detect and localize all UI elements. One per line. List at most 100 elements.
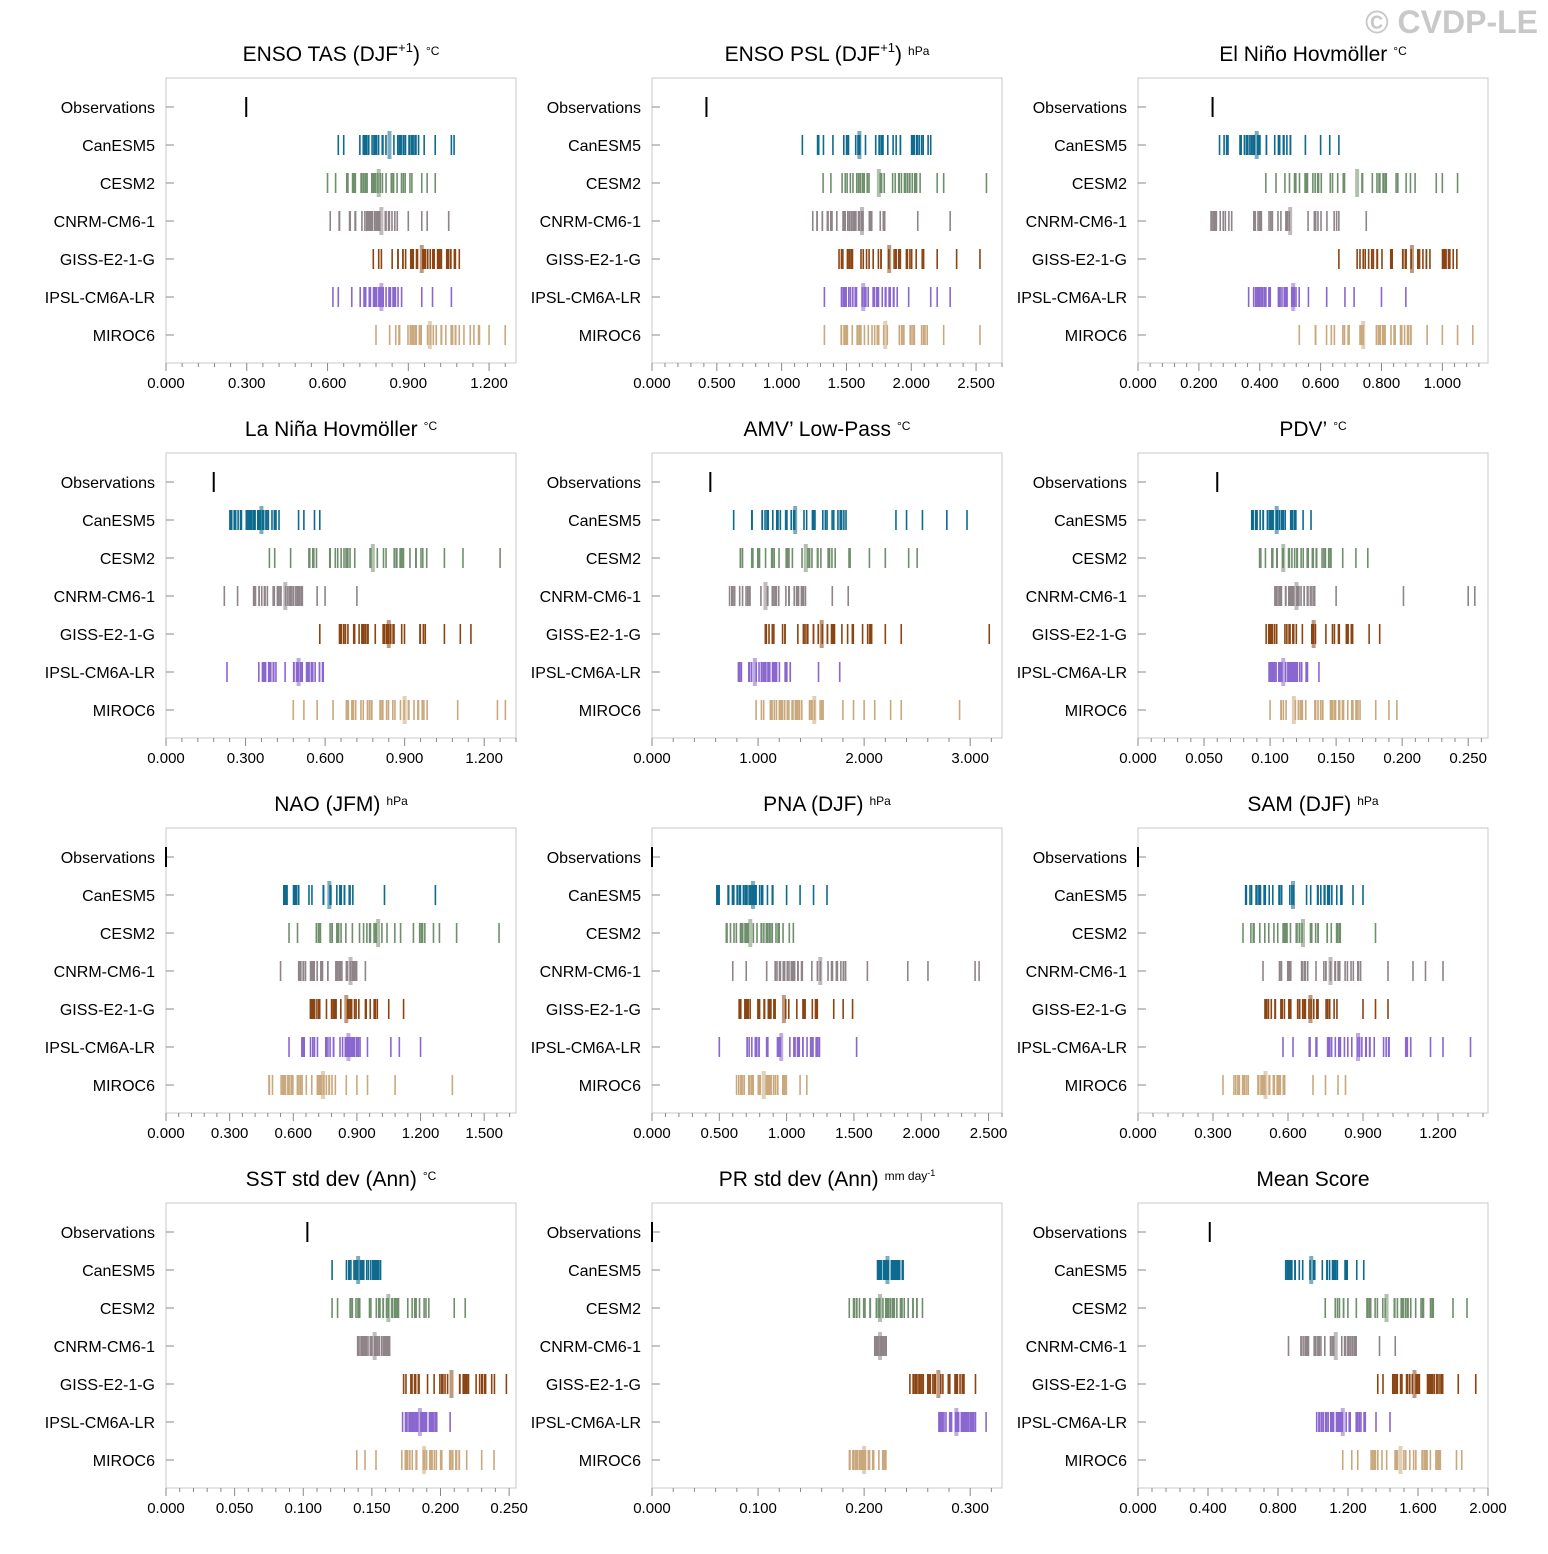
series-CanESM5 <box>801 131 932 159</box>
panel-3: La Niña Hovmöller °C 0.000 0.300 0.600 0.900 1… <box>45 418 517 767</box>
series-GISS-E2-1-G <box>309 995 405 1023</box>
panel-units: °C <box>424 419 438 433</box>
model-label: CanESM5 <box>568 1263 641 1280</box>
panel-title: AMV’ Low-Pass °C <box>744 418 911 441</box>
model-label: CESM2 <box>1072 926 1127 943</box>
panel-title: ENSO TAS (DJF+1) °C <box>243 40 440 66</box>
x-tick-label: 0.600 <box>1302 375 1340 392</box>
x-tick-label: 2.000 <box>892 375 930 392</box>
model-label: CESM2 <box>586 1301 641 1318</box>
model-label: IPSL-CM6A-LR <box>531 290 641 307</box>
x-tick-label: 0.000 <box>633 1500 671 1517</box>
model-label: MIROC6 <box>1065 328 1127 345</box>
panel-units: °C <box>426 44 440 58</box>
model-label: MIROC6 <box>579 328 641 345</box>
panel-title-text: NAO (JFM) <box>274 793 380 816</box>
x-tick-label: 0.100 <box>1251 750 1289 767</box>
series-CanESM5 <box>337 131 455 159</box>
model-label: MIROC6 <box>579 1078 641 1095</box>
x-tick-label: 0.900 <box>1344 1125 1382 1142</box>
model-label: GISS-E2-1-G <box>546 252 641 269</box>
panel-title-close: ) <box>413 43 420 66</box>
x-tick-label: 1.500 <box>835 1125 873 1142</box>
panel-units: hPa <box>386 794 408 808</box>
panel-title: El Niño Hovmöller °C <box>1219 43 1407 66</box>
model-label: IPSL-CM6A-LR <box>1017 1040 1127 1057</box>
panel-title: SST std dev (Ann) °C <box>246 1168 437 1191</box>
watermark: © CVDP-LE <box>1365 4 1538 40</box>
model-label: Observations <box>61 1225 155 1242</box>
model-label: CNRM-CM6-1 <box>1026 1339 1127 1356</box>
series-MIROC6 <box>292 696 507 724</box>
model-label: MIROC6 <box>1065 1453 1127 1470</box>
model-label: GISS-E2-1-G <box>1032 252 1127 269</box>
panel-4: AMV’ Low-Pass °C 0.000 1.000 2.000 3.000 Obser… <box>531 418 1003 767</box>
x-tick-label: 0.000 <box>633 1125 671 1142</box>
panel-units: °C <box>1393 44 1407 58</box>
x-tick-label: 0.900 <box>386 750 424 767</box>
panel-units: °C <box>1333 419 1347 433</box>
model-label: CNRM-CM6-1 <box>54 589 155 606</box>
model-label: IPSL-CM6A-LR <box>1017 290 1127 307</box>
series-IPSL-CM6A-LR <box>332 283 453 311</box>
series-CanESM5 <box>1284 1256 1365 1284</box>
model-label: CESM2 <box>100 551 155 568</box>
model-label: IPSL-CM6A-LR <box>531 1040 641 1057</box>
series-GISS-E2-1-G <box>1265 620 1381 648</box>
model-label: Observations <box>547 100 641 117</box>
panel-title: PR std dev (Ann) mm day-1 <box>719 1168 936 1191</box>
series-GISS-E2-1-G <box>1338 245 1458 273</box>
series-IPSL-CM6A-LR <box>718 1033 858 1061</box>
model-label: CNRM-CM6-1 <box>1026 214 1127 231</box>
model-label: IPSL-CM6A-LR <box>531 665 641 682</box>
series-GISS-E2-1-G <box>838 245 981 273</box>
model-label: CESM2 <box>586 176 641 193</box>
series-CESM2 <box>725 919 795 947</box>
x-tick-label: 0.150 <box>1317 750 1355 767</box>
model-label: GISS-E2-1-G <box>546 627 641 644</box>
x-tick-label: 0.150 <box>353 1500 391 1517</box>
x-tick-label: 2.000 <box>902 1125 940 1142</box>
series-IPSL-CM6A-LR <box>938 1408 987 1436</box>
series-CESM2 <box>268 544 501 572</box>
x-tick-label: 1.500 <box>828 375 866 392</box>
model-label: Observations <box>547 475 641 492</box>
panel-10: PR std dev (Ann) mm day-1 0.000 0.100 0.200 0… <box>531 1168 1003 1517</box>
series-MIROC6 <box>755 696 961 724</box>
model-label: Observations <box>61 100 155 117</box>
series-CESM2 <box>331 1294 467 1322</box>
panel-title-sup: +1 <box>880 40 895 55</box>
panel-title: Mean Score <box>1256 1168 1369 1191</box>
panel-0: ENSO TAS (DJF+1) °C 0.000 0.300 0.600 0.900 1.… <box>45 40 517 392</box>
panel-frame <box>651 452 1003 739</box>
x-tick-label: 1.200 <box>465 750 503 767</box>
model-label: CanESM5 <box>82 1263 155 1280</box>
panel-title-text: SAM (DJF) <box>1247 793 1351 816</box>
series-MIROC6 <box>375 321 507 349</box>
model-label: IPSL-CM6A-LR <box>45 1415 155 1432</box>
x-tick-label: 0.000 <box>633 750 671 767</box>
x-tick-label: 1.000 <box>1424 375 1462 392</box>
x-tick-label: 0.900 <box>390 375 428 392</box>
model-label: CanESM5 <box>1054 888 1127 905</box>
x-tick-label: 0.100 <box>284 1500 322 1517</box>
series-IPSL-CM6A-LR <box>823 283 951 311</box>
x-tick-label: 1.200 <box>470 375 508 392</box>
model-label: GISS-E2-1-G <box>546 1002 641 1019</box>
model-label: Observations <box>1033 475 1127 492</box>
series-CNRM-CM6-1 <box>1274 582 1476 610</box>
series-CanESM5 <box>732 506 968 534</box>
model-label: CNRM-CM6-1 <box>1026 589 1127 606</box>
series-CESM2 <box>326 169 437 197</box>
x-tick-label: 0.250 <box>490 1500 528 1517</box>
series-CESM2 <box>288 919 500 947</box>
panel-title: PDV’ °C <box>1279 418 1347 441</box>
model-label: CESM2 <box>100 1301 155 1318</box>
x-tick-label: 0.000 <box>1119 750 1157 767</box>
series-CanESM5 <box>331 1256 382 1284</box>
panel-5: PDV’ °C 0.000 0.050 0.100 0.150 0.200 0.250 Obse… <box>1017 418 1489 767</box>
x-tick-label: 2.500 <box>970 1125 1008 1142</box>
model-label: MIROC6 <box>579 1453 641 1470</box>
panel-title-text: El Niño Hovmöller <box>1219 43 1387 66</box>
x-tick-label: 0.200 <box>422 1500 460 1517</box>
